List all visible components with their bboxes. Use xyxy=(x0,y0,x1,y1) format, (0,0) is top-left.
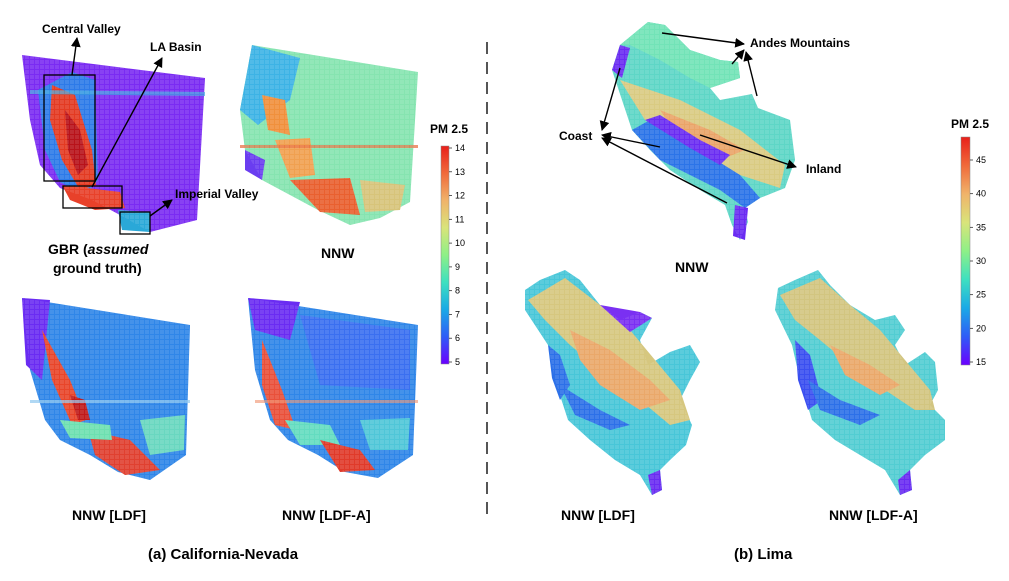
colorbar-california-tick-label: 6 xyxy=(455,333,460,343)
gbr-label-line2: ground truth) xyxy=(53,260,142,276)
map-nnw-lima xyxy=(612,22,795,240)
imperial-valley-arrow xyxy=(149,199,173,217)
colorbar-lima-tick-label: 35 xyxy=(976,222,986,232)
map-nnw-ldf-california xyxy=(22,298,190,480)
caption-lima: (b) Lima xyxy=(734,546,793,563)
colorbar-lima-tick-label: 20 xyxy=(976,323,986,333)
inland-label: Inland xyxy=(806,162,841,176)
map-gbr-california xyxy=(22,55,205,235)
colorbar-california-tick-label: 5 xyxy=(455,357,460,367)
nnw-ldfa-california-label: NNW [LDF-A] xyxy=(282,507,371,523)
colorbar-lima-tick-label: 25 xyxy=(976,290,986,300)
map-nnw-ldfa-lima xyxy=(775,270,945,495)
andes-arrow-1 xyxy=(661,32,745,48)
nnw-ldf-california-label: NNW [LDF] xyxy=(72,507,146,523)
coast-arrow-2 xyxy=(601,131,661,148)
colorbar-lima-title: PM 2.5 xyxy=(951,117,989,131)
andes-label: Andes Mountains xyxy=(750,36,850,50)
colorbar-california-tick-label: 10 xyxy=(455,238,465,248)
imperial-valley-box xyxy=(119,211,151,235)
central-valley-box xyxy=(43,74,96,182)
colorbar-california-tick-label: 9 xyxy=(455,262,460,272)
la-basin-arrow xyxy=(91,57,163,188)
map-nnw-ldfa-california xyxy=(248,298,418,478)
colorbar-california-tick-label: 13 xyxy=(455,167,465,177)
andes-arrow-3 xyxy=(743,51,758,97)
colorbar-lima-tick-label: 30 xyxy=(976,256,986,266)
inland-arrow xyxy=(699,134,797,169)
lima-annotations: Andes Mountains Coast Inland xyxy=(559,32,850,204)
la-basin-label: LA Basin xyxy=(150,40,202,54)
colorbar-lima: PM 2.5 15 20 25 30 35 40 45 xyxy=(951,117,989,367)
colorbar-california-tick-label: 11 xyxy=(455,214,464,224)
colorbar-lima-tick-label: 45 xyxy=(976,155,986,165)
colorbar-california-title: PM 2.5 xyxy=(430,122,468,136)
nnw-ldf-lima-label: NNW [LDF] xyxy=(561,507,635,523)
colorbar-lima-tick-label: 40 xyxy=(976,189,986,199)
andes-arrow-2 xyxy=(731,49,745,65)
map-nnw-california xyxy=(240,45,418,225)
colorbar-california-tick-label: 14 xyxy=(455,143,465,153)
nnw-lima-label: NNW xyxy=(675,259,709,275)
gbr-label-line1: GBR (assumed xyxy=(48,241,149,257)
nnw-california-label: NNW xyxy=(321,245,355,261)
map-nnw-ldf-lima xyxy=(525,270,700,495)
colorbar-lima-tick-label: 15 xyxy=(976,357,986,367)
colorbar-california-tick-label: 12 xyxy=(455,191,465,201)
colorbar-california: PM 2.5 5 6 7 8 9 10 11 12 13 14 xyxy=(430,122,468,367)
california-annotations: Central Valley LA Basin Imperial Valley xyxy=(42,22,259,217)
central-valley-label: Central Valley xyxy=(42,22,121,36)
nnw-ldfa-lima-label: NNW [LDF-A] xyxy=(829,507,918,523)
caption-california: (a) California-Nevada xyxy=(148,546,299,563)
coast-arrow-1 xyxy=(599,67,621,131)
central-valley-arrow xyxy=(70,37,81,76)
imperial-valley-label: Imperial Valley xyxy=(175,187,259,201)
colorbar-california-tick-label: 7 xyxy=(455,309,460,319)
coast-label: Coast xyxy=(559,129,592,143)
coast-arrow-3 xyxy=(601,137,728,204)
colorbar-california-tick-label: 8 xyxy=(455,286,460,296)
